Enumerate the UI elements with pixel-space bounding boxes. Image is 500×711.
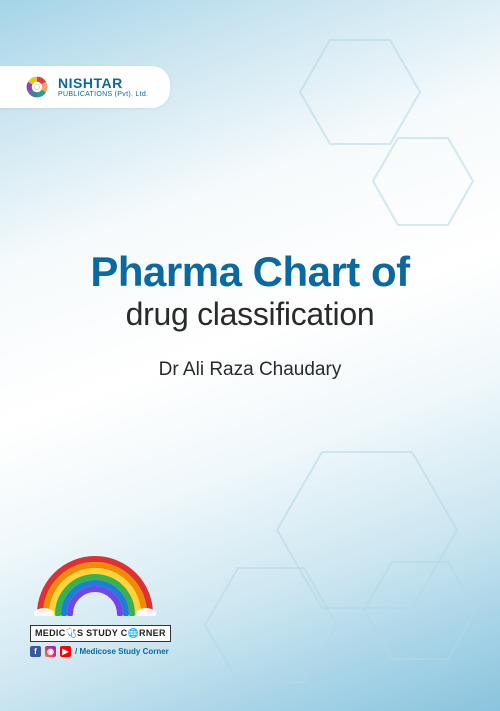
publisher-badge: NISHTAR PUBLICATIONS (Pvt). Ltd. (0, 66, 170, 108)
footer-label: MEDIC🩺S STUDY C🌐RNER (30, 625, 171, 642)
publisher-logo-icon (24, 74, 50, 100)
instagram-icon: ◉ (45, 646, 56, 657)
publisher-text: NISHTAR PUBLICATIONS (Pvt). Ltd. (58, 76, 148, 98)
youtube-icon: ▶ (60, 646, 71, 657)
footer-badge: MEDIC🩺S STUDY C🌐RNER f ◉ ▶ / Medicose St… (30, 552, 190, 657)
rainbow-icon (30, 552, 160, 616)
author-name: Dr Ali Raza Chaudary (30, 359, 470, 381)
title-main: Pharma Chart of (30, 250, 470, 294)
title-sub: drug classification (30, 296, 470, 333)
publisher-subline: PUBLICATIONS (Pvt). Ltd. (58, 91, 148, 98)
social-handle: / Medicose Study Corner (75, 647, 169, 656)
title-block: Pharma Chart of drug classification Dr A… (0, 250, 500, 381)
publisher-name: NISHTAR (58, 76, 148, 90)
facebook-icon: f (30, 646, 41, 657)
footer-social: f ◉ ▶ / Medicose Study Corner (30, 646, 190, 657)
